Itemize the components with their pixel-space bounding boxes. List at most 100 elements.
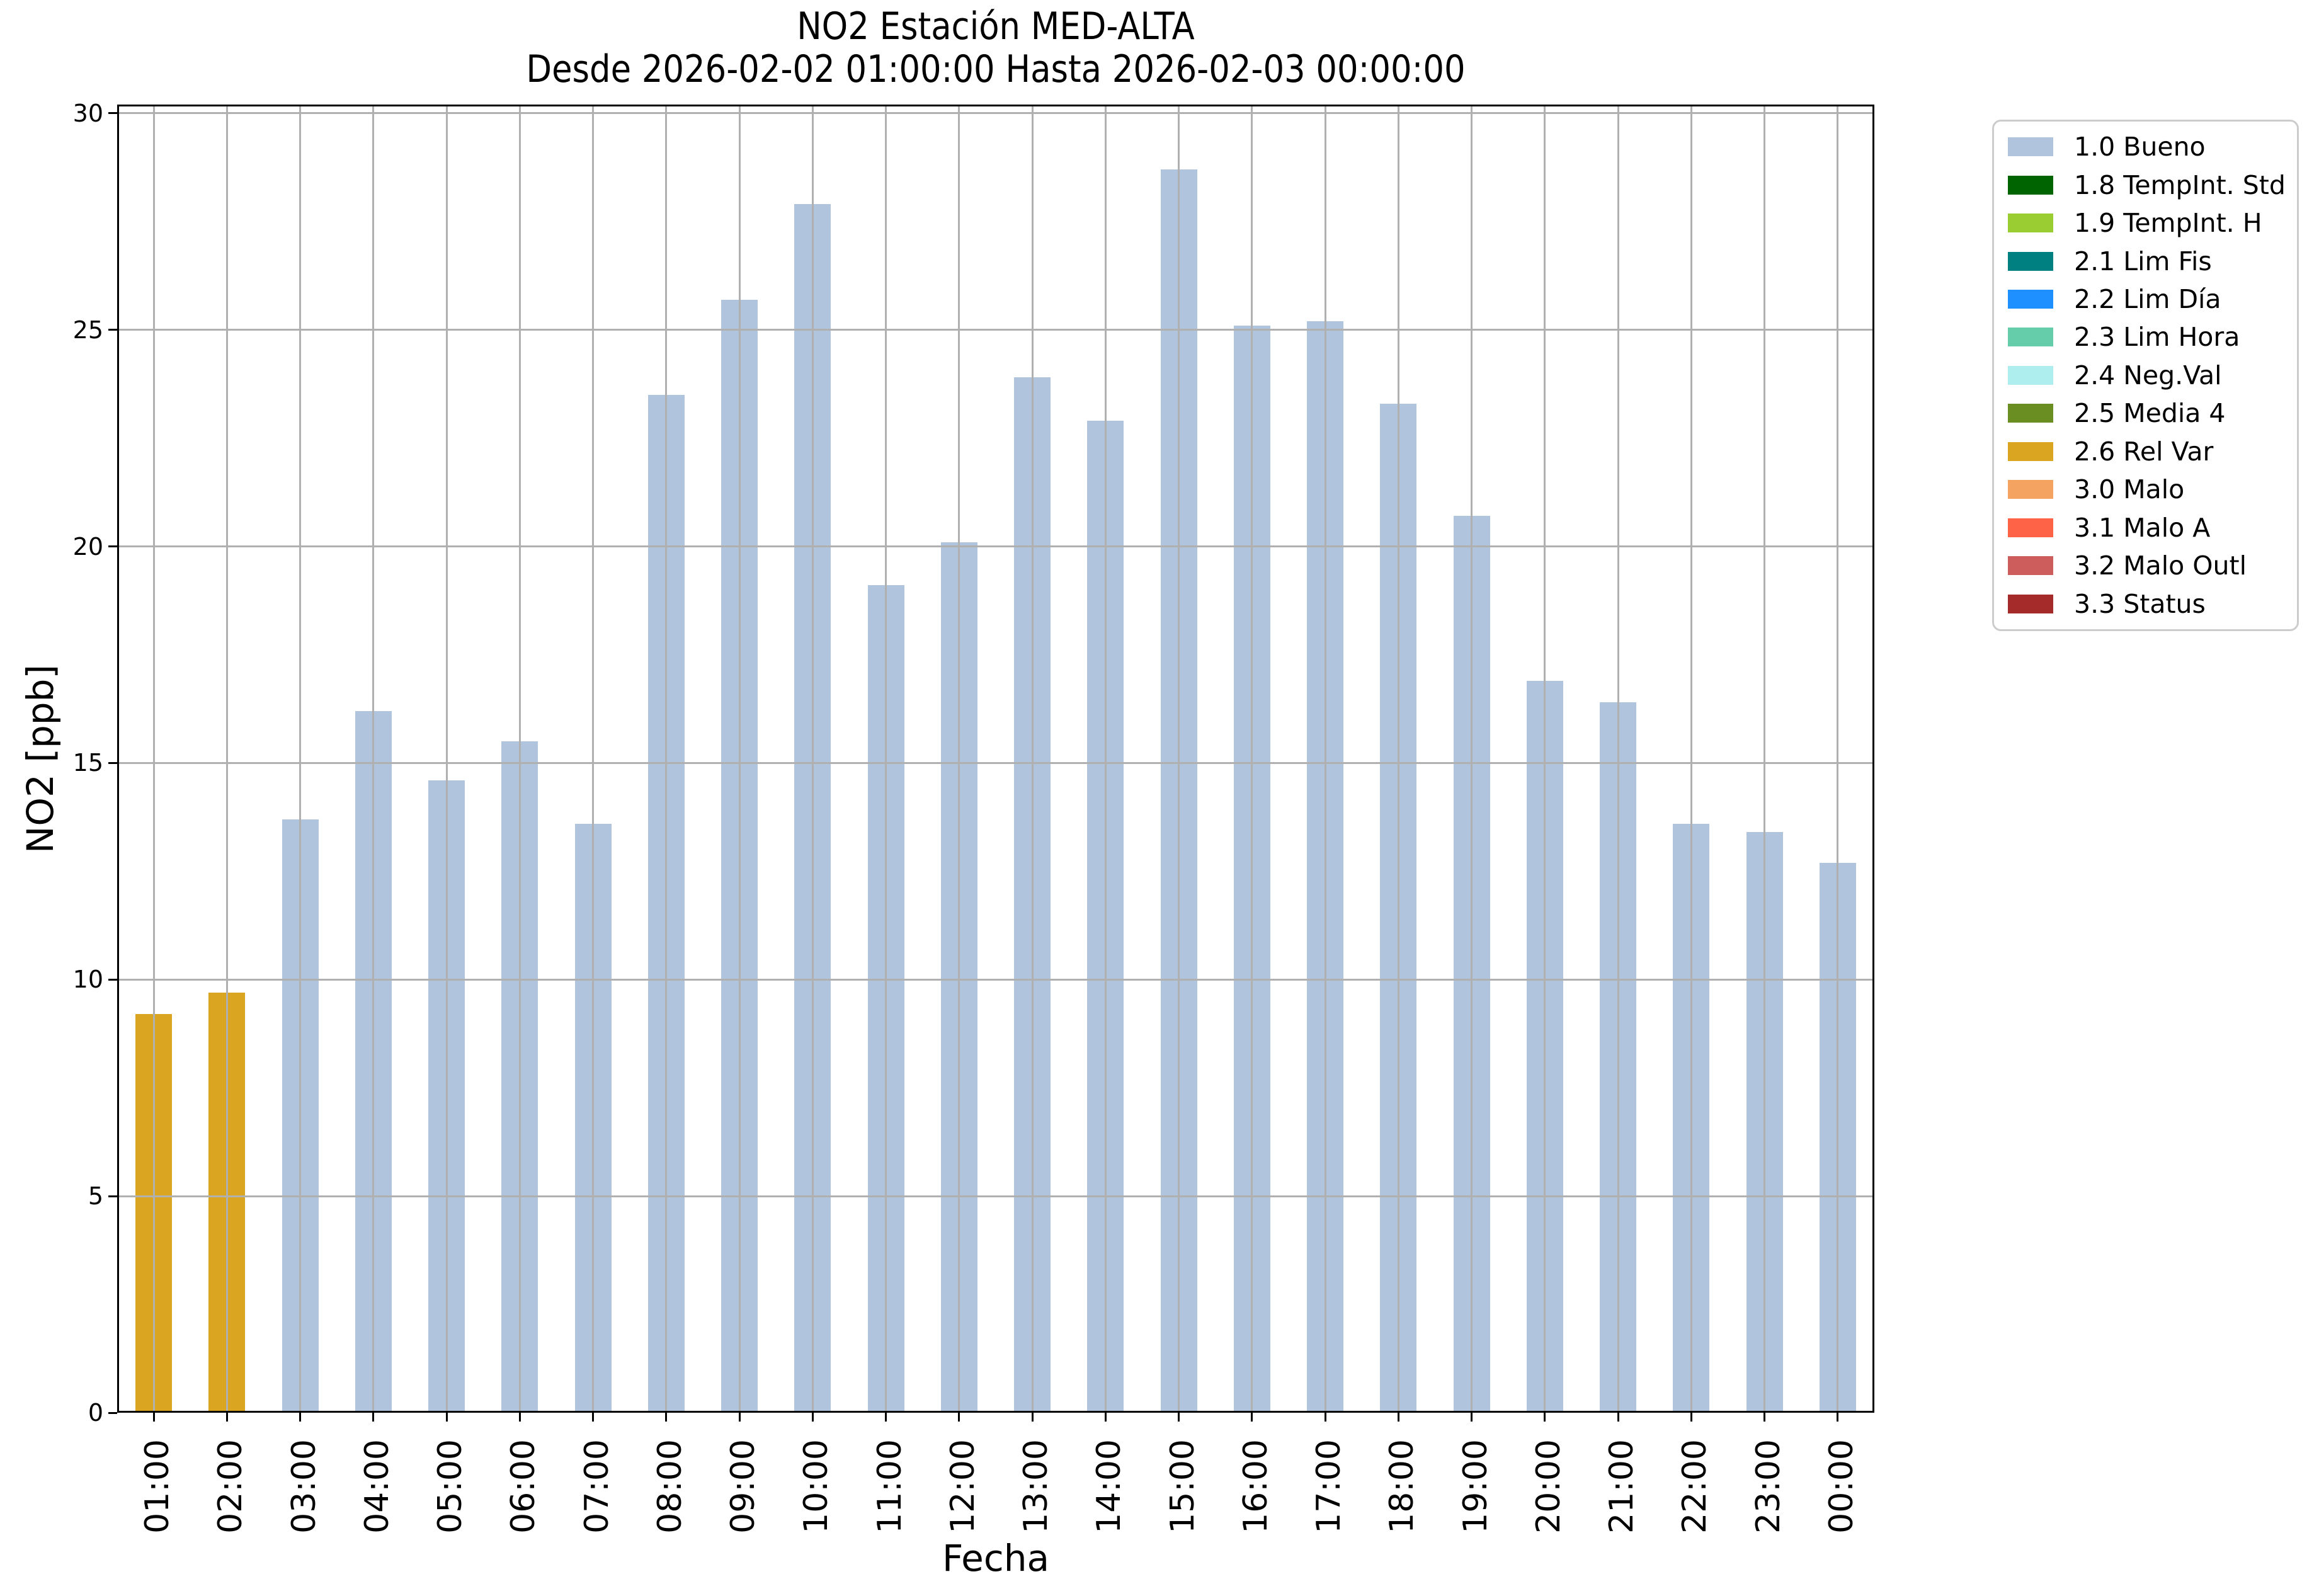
legend-item-label: 2.3 Lim Hora xyxy=(2074,322,2240,353)
y-tick xyxy=(108,329,117,331)
legend-item: 2.6 Rel Var xyxy=(2008,433,2297,470)
y-gridline xyxy=(117,761,1874,764)
x-tick-label: 01:00 xyxy=(139,1439,177,1534)
x-tick-label: 03:00 xyxy=(285,1439,323,1534)
x-gridline xyxy=(1544,105,1546,1413)
legend-item: 3.2 Malo Outl xyxy=(2008,547,2297,584)
x-tick-label: 02:00 xyxy=(212,1439,250,1534)
x-tick-label: 09:00 xyxy=(724,1439,763,1534)
legend-item-label: 2.1 Lim Fis xyxy=(2074,246,2212,276)
legend-item: 2.3 Lim Hora xyxy=(2008,318,2297,356)
top-spine xyxy=(117,105,1874,106)
x-tick xyxy=(1544,1413,1546,1422)
legend-swatch xyxy=(2008,365,2053,385)
x-tick-label: 14:00 xyxy=(1090,1439,1129,1534)
x-tick-label: 20:00 xyxy=(1529,1439,1568,1534)
legend-swatch xyxy=(2008,404,2053,423)
legend-swatch xyxy=(2008,442,2053,461)
x-tick-label: 08:00 xyxy=(651,1439,689,1534)
x-gridline xyxy=(445,105,448,1413)
x-gridline xyxy=(152,105,155,1413)
x-gridline xyxy=(958,105,960,1413)
legend-swatch xyxy=(2008,480,2053,499)
x-tick-label: 17:00 xyxy=(1310,1439,1348,1534)
x-tick xyxy=(1397,1413,1399,1422)
x-gridline xyxy=(372,105,375,1413)
x-tick xyxy=(1324,1413,1326,1422)
right-spine xyxy=(1872,105,1874,1413)
x-tick-label: 19:00 xyxy=(1456,1439,1495,1534)
y-tick xyxy=(108,978,117,981)
x-tick-label: 16:00 xyxy=(1236,1439,1275,1534)
x-tick-label: 10:00 xyxy=(797,1439,836,1534)
x-tick xyxy=(1104,1413,1107,1422)
x-tick xyxy=(1690,1413,1692,1422)
x-tick xyxy=(811,1413,814,1422)
x-gridline xyxy=(1251,105,1253,1413)
y-tick-label: 5 xyxy=(88,1182,103,1211)
plot-area xyxy=(117,105,1874,1413)
x-gridline xyxy=(225,105,228,1413)
x-gridline xyxy=(1837,105,1839,1413)
x-tick-label: 23:00 xyxy=(1749,1439,1787,1534)
x-tick-label: 22:00 xyxy=(1676,1439,1714,1534)
x-tick xyxy=(1251,1413,1253,1422)
y-axis-spine xyxy=(117,105,119,1413)
x-tick xyxy=(592,1413,595,1422)
x-tick-label: 04:00 xyxy=(358,1439,396,1534)
legend-item: 1.9 TempInt. H xyxy=(2008,204,2297,242)
y-gridline xyxy=(117,978,1874,981)
legend-item: 3.1 Malo A xyxy=(2008,509,2297,547)
legend-item: 2.5 Media 4 xyxy=(2008,394,2297,432)
legend-swatch xyxy=(2008,175,2053,195)
x-tick-label: 13:00 xyxy=(1017,1439,1056,1534)
x-tick-label: 07:00 xyxy=(578,1439,616,1534)
y-tick-label: 25 xyxy=(72,316,103,344)
legend-item-label: 1.8 TempInt. Std xyxy=(2074,169,2286,200)
x-tick xyxy=(1763,1413,1766,1422)
x-axis-label: Fecha xyxy=(942,1537,1050,1580)
x-tick xyxy=(445,1413,448,1422)
x-tick-label: 00:00 xyxy=(1822,1439,1860,1534)
legend-swatch xyxy=(2008,214,2053,233)
y-gridline xyxy=(117,545,1874,547)
x-tick xyxy=(1837,1413,1839,1422)
x-gridline xyxy=(1178,105,1180,1413)
legend-swatch xyxy=(2008,251,2053,271)
legend-item: 2.2 Lim Día xyxy=(2008,280,2297,318)
legend-item: 2.1 Lim Fis xyxy=(2008,242,2297,280)
y-tick-label: 10 xyxy=(72,966,103,994)
y-tick xyxy=(108,545,117,547)
x-tick xyxy=(665,1413,668,1422)
x-tick xyxy=(299,1413,302,1422)
x-gridline xyxy=(592,105,595,1413)
chart-subtitle: Desde 2026-02-02 01:00:00 Hasta 2026-02-… xyxy=(526,47,1466,91)
x-tick-label: 11:00 xyxy=(870,1439,909,1534)
x-tick xyxy=(1617,1413,1619,1422)
x-axis-spine xyxy=(117,1411,1874,1413)
x-tick xyxy=(225,1413,228,1422)
y-gridline xyxy=(117,329,1874,331)
legend-item-label: 3.2 Malo Outl xyxy=(2074,550,2247,581)
x-tick xyxy=(885,1413,887,1422)
x-gridline xyxy=(811,105,814,1413)
legend-item: 1.0 Bueno xyxy=(2008,128,2297,166)
x-tick xyxy=(1471,1413,1473,1422)
chart-title-block: NO2 Estación MED-ALTA Desde 2026-02-02 0… xyxy=(222,5,1769,91)
x-tick-label: 12:00 xyxy=(943,1439,982,1534)
x-gridline xyxy=(1690,105,1692,1413)
x-tick xyxy=(1178,1413,1180,1422)
legend-swatch xyxy=(2008,290,2053,309)
legend-item: 3.3 Status xyxy=(2008,585,2297,623)
x-tick xyxy=(738,1413,741,1422)
y-tick-label: 30 xyxy=(72,99,103,127)
x-gridline xyxy=(1104,105,1107,1413)
x-tick xyxy=(1031,1413,1034,1422)
legend-item: 3.0 Malo xyxy=(2008,470,2297,508)
x-tick-label: 15:00 xyxy=(1163,1439,1202,1534)
y-gridline xyxy=(117,1195,1874,1197)
x-tick-label: 05:00 xyxy=(431,1439,470,1534)
legend-item-label: 3.1 Malo A xyxy=(2074,512,2211,543)
x-gridline xyxy=(1031,105,1034,1413)
